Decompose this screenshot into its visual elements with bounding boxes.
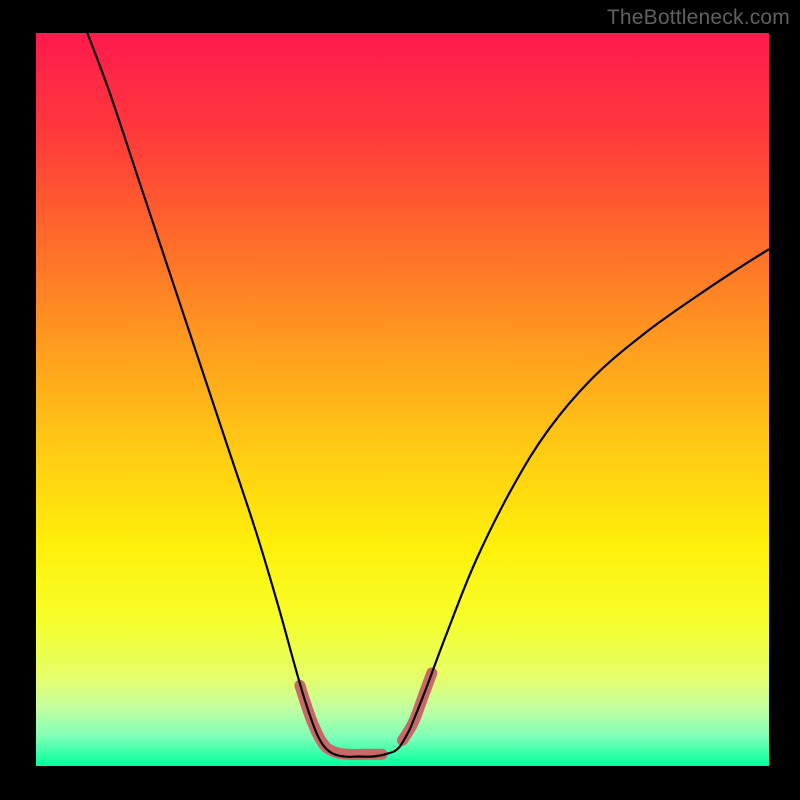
watermark-text: TheBottleneck.com: [607, 6, 790, 30]
gradient-plot-area: [36, 33, 769, 766]
